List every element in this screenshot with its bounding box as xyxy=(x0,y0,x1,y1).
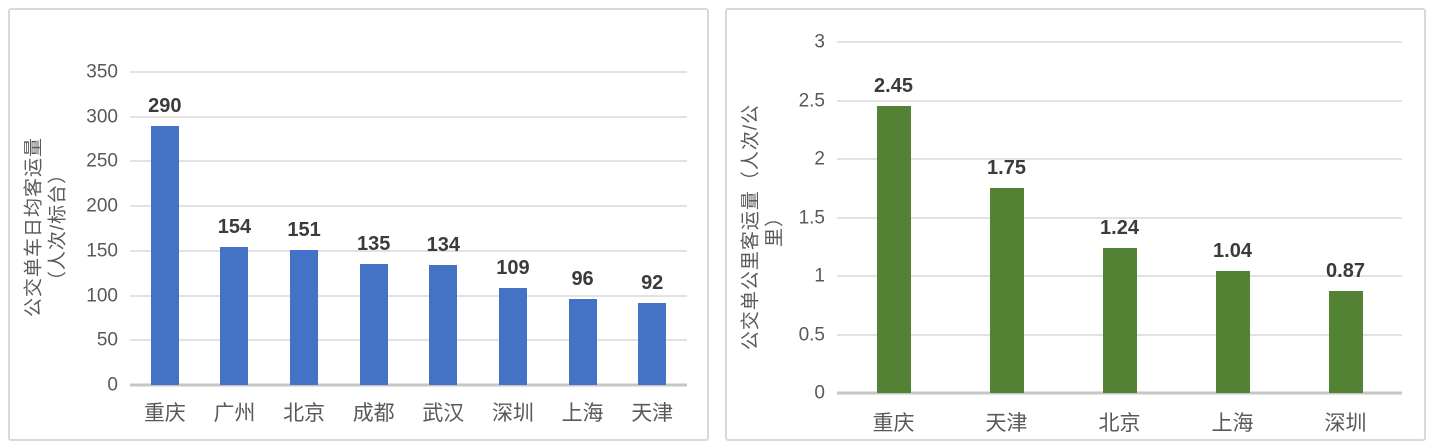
bar-天津: 1.75 xyxy=(987,157,1026,393)
gridline xyxy=(130,160,687,163)
chart-area: 0 0.5 1 1.5 2 2.5 3 2.45 1.75 1.24 1.04 0.87 重庆 天津 北京… xyxy=(791,20,1414,435)
data-label: 92 xyxy=(641,271,664,294)
y-tick-label: 150 xyxy=(86,240,118,262)
bar-slot: 135 xyxy=(339,72,409,385)
bar-深圳: 109 xyxy=(496,257,530,385)
data-label: 0.87 xyxy=(1326,260,1365,283)
y-tick-label: 50 xyxy=(96,329,118,351)
y-tick-label: 2.5 xyxy=(798,90,825,111)
y-tick-label: 0.5 xyxy=(798,324,825,345)
y-axis-title: 公交单公里客运量（人次/公 里） xyxy=(740,103,785,350)
bar-slot: 154 xyxy=(200,72,270,385)
bar-天津: 92 xyxy=(638,272,667,385)
data-label: 1.24 xyxy=(1100,216,1139,239)
plot-area: 0 50 100 150 200 250 300 350 290 154 151 135 134 109 9… xyxy=(86,63,687,395)
data-label: 1.75 xyxy=(987,157,1026,180)
chart-area: 0 50 100 150 200 250 300 350 290 154 151 135 134 109 9… xyxy=(74,20,697,433)
data-label: 154 xyxy=(217,216,252,239)
category-label-上海: 上海 xyxy=(561,402,604,425)
bar-slot: 151 xyxy=(269,72,339,385)
y-tick-label: 300 xyxy=(86,106,118,128)
category-label-重庆: 重庆 xyxy=(872,412,915,435)
data-label: 1.04 xyxy=(1213,240,1252,263)
category-label-上海: 上海 xyxy=(1211,412,1254,435)
bus-per-km-ridership-chart-panel: 公交单公里客运量（人次/公 里） 0 0.5 1 1.5 2 2.5 3 2.45 1.75 1.… xyxy=(725,8,1426,441)
bar-武汉: 134 xyxy=(427,234,460,385)
bars-group: 290 154 151 135 134 109 96 92 xyxy=(130,72,687,385)
data-label: 96 xyxy=(571,268,594,291)
category-label-天津: 天津 xyxy=(985,412,1028,435)
gridline xyxy=(837,158,1402,160)
bar-成都: 135 xyxy=(357,233,390,385)
bar-slot: 1.24 xyxy=(1063,42,1176,393)
category-label-重庆: 重庆 xyxy=(143,402,186,425)
bus-daily-ridership-chart-panel: 公交单车日均客运量 （人次/标台） 0 50 100 150 200 250 300 350 2… xyxy=(8,8,709,441)
bar-北京: 1.24 xyxy=(1100,217,1139,393)
category-label-武汉: 武汉 xyxy=(422,402,465,425)
y-tick-label: 3 xyxy=(814,31,825,53)
y-axis-title-box: 公交单公里客运量（人次/公 里） xyxy=(735,20,791,433)
bar-广州: 154 xyxy=(218,216,251,385)
data-label: 109 xyxy=(496,256,530,279)
bar-slot: 290 xyxy=(130,72,200,385)
y-axis-title: 公交单车日均客运量 （人次/标台） xyxy=(23,136,68,317)
bar-slot: 0.87 xyxy=(1289,42,1402,393)
gridline xyxy=(837,41,1402,43)
data-label: 290 xyxy=(148,94,182,117)
category-label-深圳: 深圳 xyxy=(491,402,534,425)
bar-北京: 151 xyxy=(287,219,321,385)
category-label-北京: 北京 xyxy=(283,402,326,425)
bars-group: 2.45 1.75 1.24 1.04 0.87 xyxy=(837,42,1402,393)
y-axis-title-box: 公交单车日均客运量 （人次/标台） xyxy=(18,20,74,433)
bar-上海: 1.04 xyxy=(1213,240,1252,393)
bar-slot: 92 xyxy=(617,72,687,385)
y-tick-label: 200 xyxy=(86,195,118,217)
bar-slot: 96 xyxy=(548,72,618,385)
y-tick-label: 2 xyxy=(814,148,825,170)
gridline xyxy=(130,115,687,118)
y-tick-label: 350 xyxy=(86,61,118,83)
x-axis-labels: 重庆 天津 北京 上海 深圳 xyxy=(837,393,1402,435)
category-label-深圳: 深圳 xyxy=(1324,412,1367,435)
y-tick-label: 100 xyxy=(86,285,118,307)
bar-slot: 134 xyxy=(409,72,479,385)
x-axis-line xyxy=(837,391,1402,395)
category-label-广州: 广州 xyxy=(213,402,256,425)
y-tick-label: 1 xyxy=(814,265,825,287)
data-label: 135 xyxy=(357,233,391,256)
gridline xyxy=(130,339,687,342)
bar-slot: 2.45 xyxy=(837,42,950,393)
category-label-天津: 天津 xyxy=(631,402,674,425)
bar-上海: 96 xyxy=(568,268,597,385)
gridline xyxy=(130,294,687,297)
category-label-北京: 北京 xyxy=(1098,412,1141,435)
bar-slot: 1.04 xyxy=(1176,42,1289,393)
x-axis-labels: 重庆 广州 北京 成都 武汉 深圳 上海 天津 xyxy=(130,385,687,433)
gridline xyxy=(130,205,687,208)
y-tick-label: 0 xyxy=(107,374,118,396)
gridline xyxy=(130,71,687,73)
gridline xyxy=(130,249,687,252)
gridline xyxy=(837,216,1402,219)
data-label: 134 xyxy=(426,234,460,257)
y-tick-label: 0 xyxy=(814,382,825,404)
bar-重庆: 290 xyxy=(148,95,182,385)
x-axis-line xyxy=(130,383,687,387)
bar-slot: 1.75 xyxy=(950,42,1063,393)
category-label-成都: 成都 xyxy=(352,402,395,425)
bar-重庆: 2.45 xyxy=(874,75,913,393)
gridline xyxy=(837,99,1402,102)
y-tick-label: 250 xyxy=(86,150,118,172)
y-tick-label: 1.5 xyxy=(798,207,825,228)
bar-slot: 109 xyxy=(478,72,548,385)
data-label: 2.45 xyxy=(874,75,913,98)
bar-深圳: 0.87 xyxy=(1326,260,1365,393)
plot-area: 0 0.5 1 1.5 2 2.5 3 2.45 1.75 1.24 1.04 0.87 xyxy=(799,33,1402,403)
data-label: 151 xyxy=(287,218,321,241)
